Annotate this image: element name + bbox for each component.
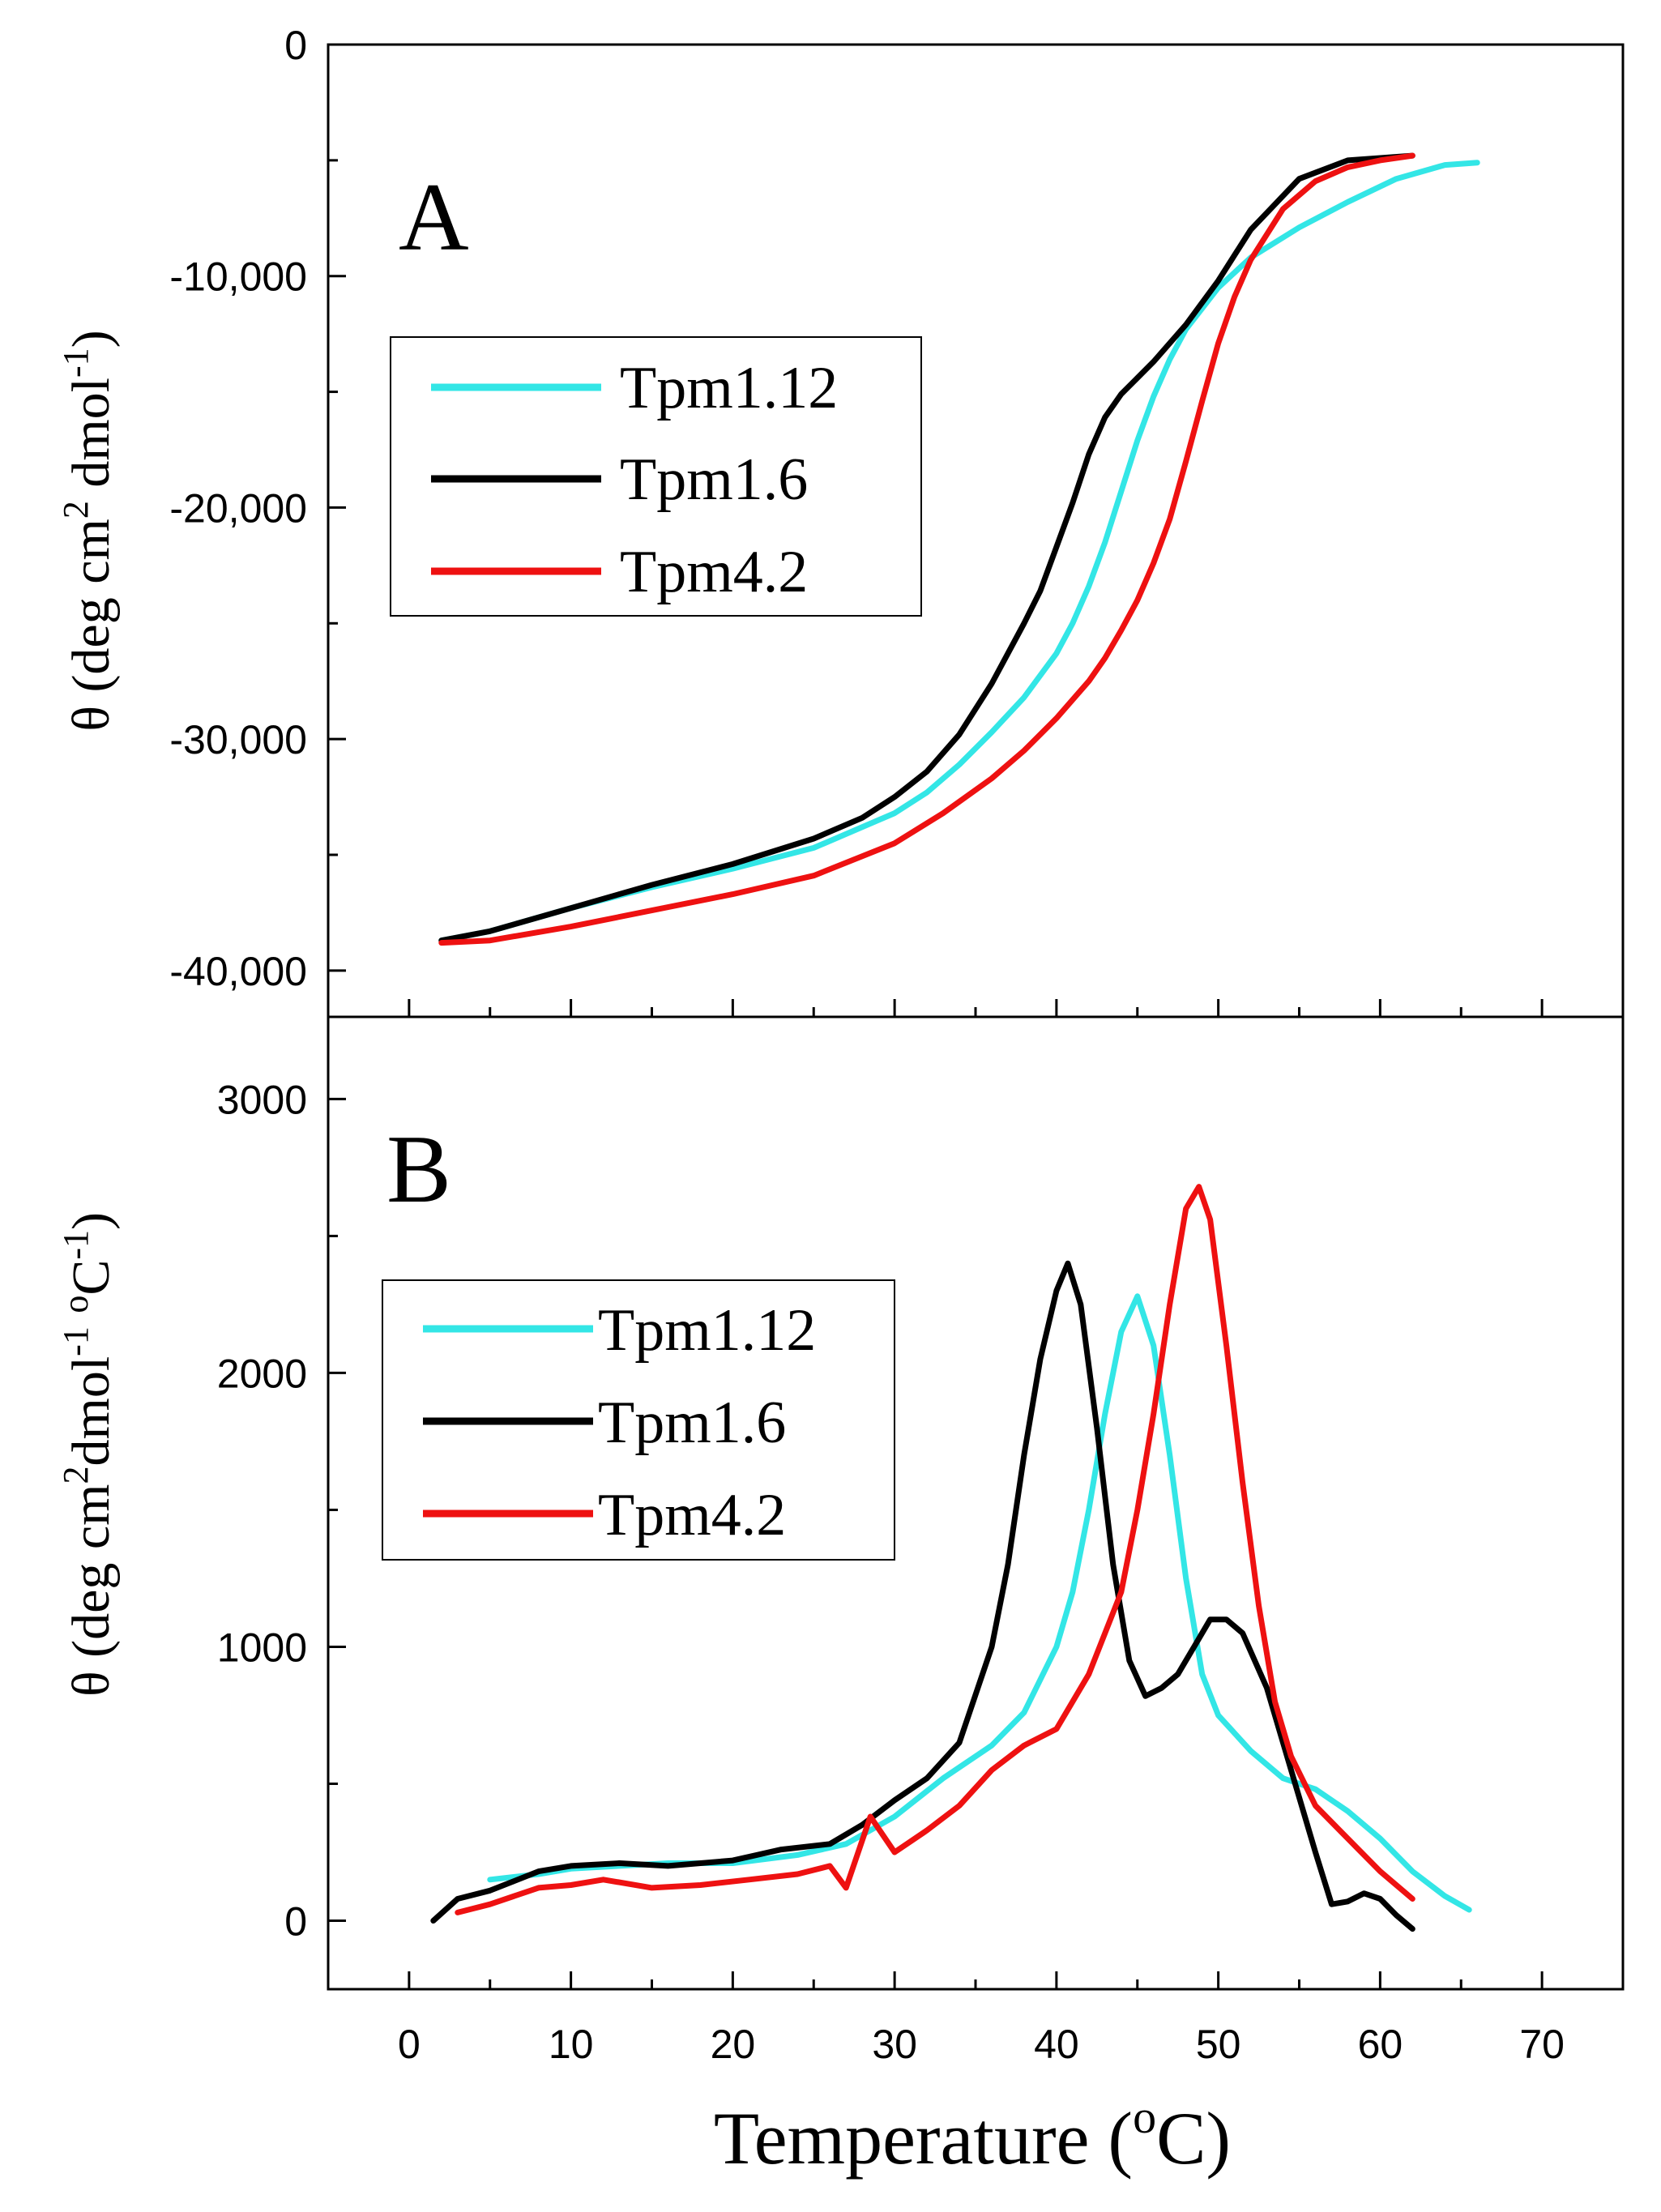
panel-b-y-tick-label: 0	[284, 1898, 307, 1944]
panel-b-x-axis: 0 10 20 30 40 50 60 70	[398, 1971, 1565, 2067]
panel-a-series-tpm4-2	[438, 152, 1415, 946]
x-tick-label: 50	[1196, 2022, 1241, 2067]
panel-a-series-tpm1-6	[438, 152, 1415, 944]
panel-a-legend-label-tpm1-12: Tpm1.12	[620, 355, 838, 421]
panel-a-y-tick-label: -40,000	[169, 949, 307, 994]
panel-a-y-tick-label: -30,000	[169, 717, 307, 762]
panel-b-series-tpm1-6	[430, 1260, 1415, 1932]
panel-b-legend-label-tpm1-12: Tpm1.12	[598, 1297, 816, 1364]
panel-a-y-axis-label: θ (deg cm2 dmol-1)	[56, 330, 121, 731]
panel-b-y-tick-label: 1000	[217, 1625, 307, 1670]
panel-a-y-tick-label: -10,000	[169, 254, 307, 300]
x-axis-label: Temperature (oC)	[714, 2090, 1231, 2180]
panel-a-x-ticks	[408, 999, 1544, 1017]
x-tick-label: 70	[1519, 2022, 1565, 2067]
panel-b-y-tick-label: 3000	[217, 1077, 307, 1122]
panel-a-legend-label-tpm4-2: Tpm4.2	[620, 539, 808, 605]
panel-a-legend-label-tpm1-6: Tpm1.6	[620, 446, 808, 513]
panel-a-y-axis: 0 -10,000 -20,000 -30,000 -40,000	[169, 23, 346, 994]
panel-b-plot-area	[430, 1184, 1472, 1932]
panel-b-legend-label-tpm4-2: Tpm4.2	[598, 1482, 786, 1548]
x-tick-label: 0	[398, 2022, 421, 2067]
panel-a: 0 -10,000 -20,000 -30,000 -40,000 A θ (deg c…	[56, 23, 1625, 1018]
x-tick-label: 10	[549, 2022, 594, 2067]
panel-a-plot-area	[438, 152, 1480, 946]
x-tick-label: 40	[1034, 2022, 1079, 2067]
panel-b-y-axis-label: θ (deg cm2dmol-1 oC-1)	[56, 1212, 121, 1697]
x-tick-label: 30	[872, 2022, 917, 2067]
x-tick-label: 20	[711, 2022, 756, 2067]
panel-b-legend: Tpm1.12 Tpm1.6 Tpm4.2	[382, 1279, 895, 1561]
panel-b-letter: B	[386, 1115, 451, 1223]
x-tick-label: 60	[1358, 2022, 1403, 2067]
panel-a-series-tpm1-12	[438, 160, 1480, 944]
panel-a-letter: A	[399, 163, 469, 271]
panel-a-y-tick-label: -20,000	[169, 485, 307, 531]
panel-b-y-tick-label: 2000	[217, 1351, 307, 1396]
panel-a-y-tick-label: 0	[284, 23, 307, 68]
panel-b: 0 1000 2000 3000 0 10 20 30 40 50 60 70 B θ (deg c…	[56, 999, 1625, 2180]
panel-b-legend-label-tpm1-6: Tpm1.6	[598, 1390, 786, 1456]
panel-a-legend: Tpm1.12 Tpm1.6 Tpm4.2	[390, 336, 922, 617]
panel-b-y-axis: 0 1000 2000 3000	[217, 1077, 346, 1944]
panel-b-series-tpm4-2	[455, 1184, 1415, 1915]
